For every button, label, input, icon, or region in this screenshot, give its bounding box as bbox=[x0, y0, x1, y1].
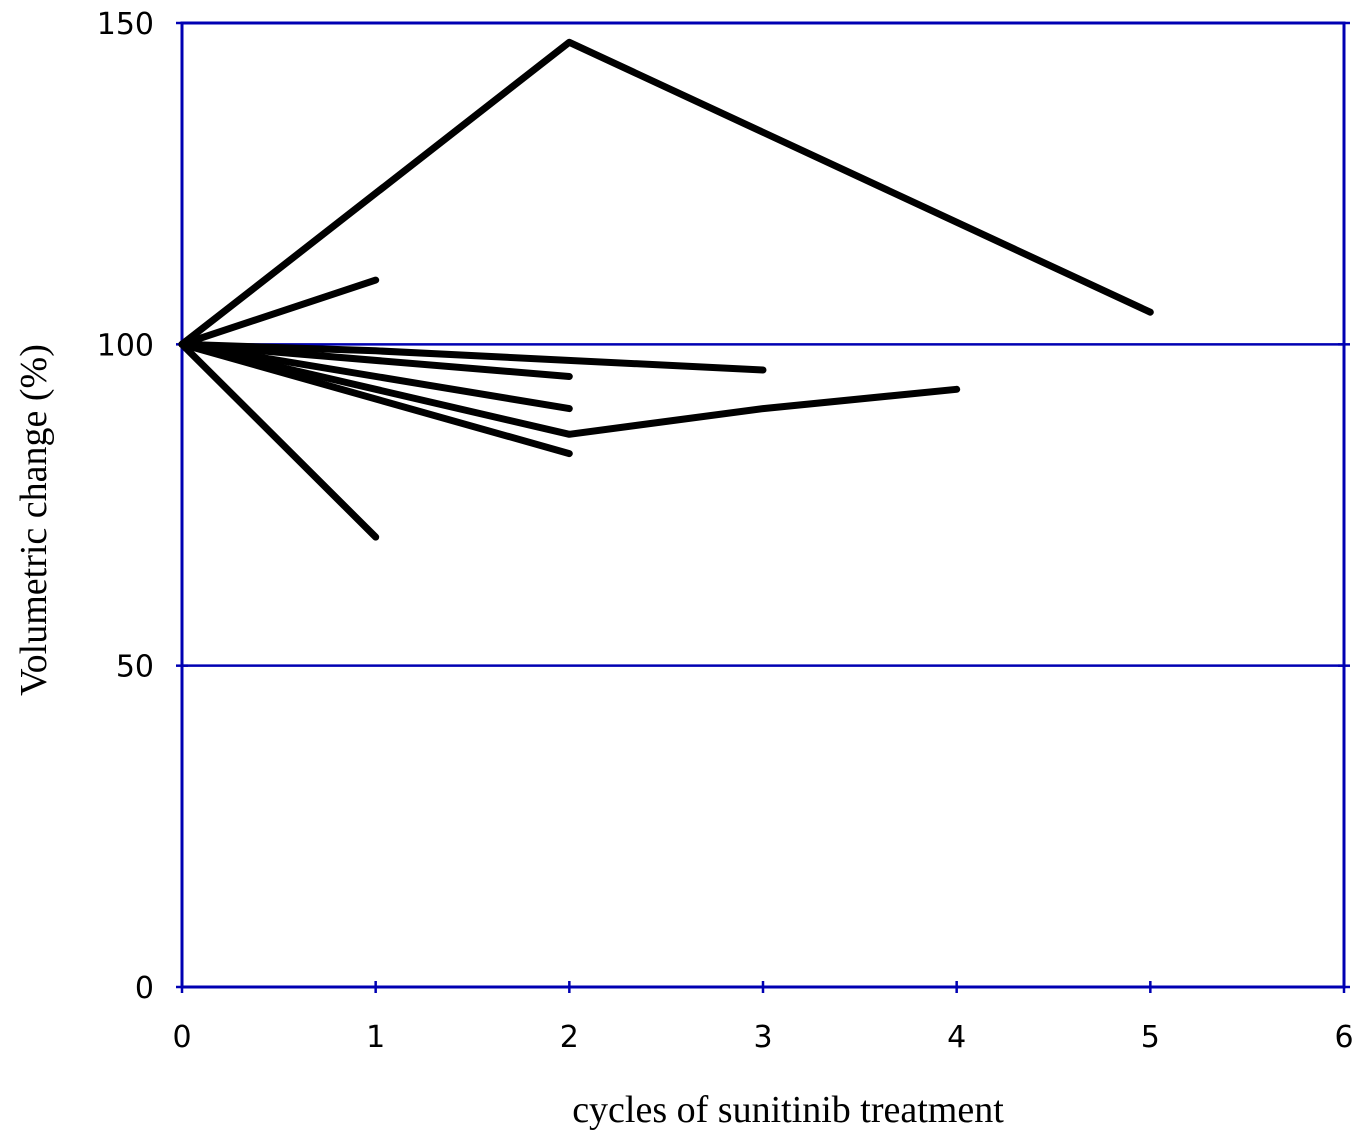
x-tick-label: 0 bbox=[172, 1020, 191, 1055]
x-tick-label: 2 bbox=[560, 1020, 579, 1055]
plot-frame bbox=[180, 21, 1346, 989]
x-tick-labels: 0 1 2 3 4 5 6 bbox=[172, 1020, 1353, 1055]
series-lines bbox=[178, 38, 1154, 541]
x-tick-label: 3 bbox=[753, 1020, 772, 1055]
series-line-4 bbox=[178, 340, 573, 380]
y-axis-title: Volumetric change (%) bbox=[13, 344, 55, 696]
y-tick-label: 50 bbox=[116, 650, 154, 685]
series-line-8 bbox=[178, 340, 380, 541]
axis-ticks bbox=[176, 21, 1350, 993]
series-line-5 bbox=[178, 340, 573, 413]
gridlines bbox=[182, 21, 1344, 667]
x-tick-label: 1 bbox=[366, 1020, 385, 1055]
y-tick-label: 0 bbox=[135, 971, 154, 1006]
y-tick-label: 100 bbox=[97, 328, 154, 363]
y-tick-labels: 0 50 100 150 bbox=[97, 7, 154, 1006]
x-tick-label: 6 bbox=[1334, 1020, 1353, 1055]
x-tick-label: 4 bbox=[947, 1020, 966, 1055]
y-tick-label: 150 bbox=[97, 7, 154, 42]
series-line-1 bbox=[178, 38, 1154, 348]
series-line-6 bbox=[178, 340, 961, 438]
x-axis-title: cycles of sunitinib treatment bbox=[572, 1089, 1004, 1131]
x-tick-label: 5 bbox=[1141, 1020, 1160, 1055]
series-line-7 bbox=[178, 340, 573, 458]
series-line-2 bbox=[178, 276, 380, 348]
